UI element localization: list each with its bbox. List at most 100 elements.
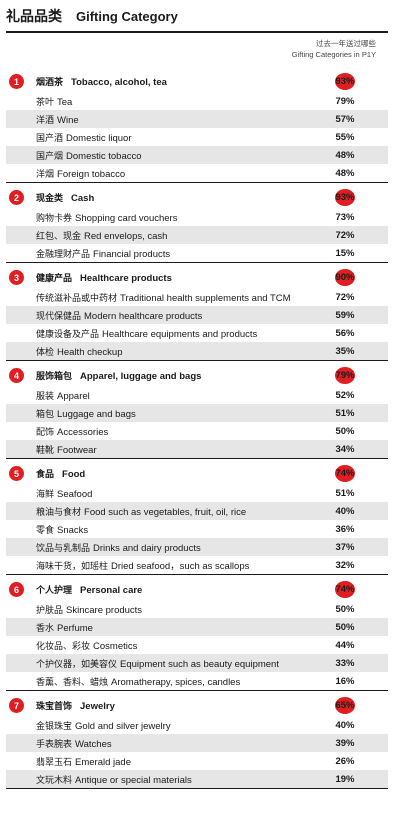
- category-header-row: 4 服饰箱包 Apparel, luggage and bags 79%: [6, 365, 388, 386]
- item-label: 洋酒 Wine: [36, 113, 79, 126]
- category-value: 93%: [335, 76, 355, 87]
- item-label-en: Drinks and dairy products: [93, 542, 201, 554]
- category-label: 健康产品 Healthcare products: [36, 271, 172, 284]
- item-label: 翡翠玉石 Emerald jade: [36, 755, 131, 768]
- category-number-badge: 6: [9, 582, 24, 597]
- item-value: 26%: [335, 755, 355, 767]
- item-label: 饮品与乳制品 Drinks and dairy products: [36, 541, 201, 554]
- item-label-en: Red envelops, cash: [84, 230, 168, 242]
- item-label: 国产烟 Domestic tobacco: [36, 149, 142, 162]
- category-label: 个人护理 Personal care: [36, 583, 142, 596]
- item-label-en: Healthcare equipments and products: [102, 328, 258, 340]
- item-row: 服装 Apparel 52%: [6, 386, 388, 404]
- item-value: 39%: [335, 737, 355, 749]
- category-value: 74%: [335, 468, 355, 479]
- title-chinese: 礼品品类: [6, 9, 62, 25]
- category-label-en: Healthcare products: [80, 273, 172, 284]
- item-label-zh: 健康设备及产品: [36, 329, 100, 340]
- item-label-en: Food such as vegetables, fruit, oil, ric…: [84, 506, 247, 518]
- item-row: 洋酒 Wine 57%: [6, 110, 388, 128]
- item-label-zh: 手表腕表: [36, 739, 73, 750]
- item-value: 37%: [335, 541, 355, 553]
- item-value: 35%: [335, 345, 355, 357]
- item-label: 手表腕表 Watches: [36, 737, 112, 750]
- item-label: 传统滋补品或中药材 Traditional health supplements …: [36, 291, 291, 304]
- item-label-en: Perfume: [57, 622, 93, 634]
- item-row: 现代保健品 Modern healthcare products 59%: [6, 306, 388, 324]
- item-value: 19%: [335, 773, 355, 785]
- item-value: 73%: [335, 211, 355, 223]
- category-number-badge: 7: [9, 698, 24, 713]
- item-label-zh: 个护仪器，如美容仪: [36, 659, 118, 670]
- item-label-zh: 金银珠宝: [36, 721, 73, 732]
- item-label-zh: 洋烟: [36, 169, 55, 180]
- item-row: 金融理财产品 Financial products 15%: [6, 244, 388, 262]
- category-group: 7 珠宝首饰 Jewelry 65% 金银珠宝 Gold and silver jewel…: [6, 695, 388, 789]
- category-header-row: 2 现金类 Cash 93%: [6, 187, 388, 208]
- item-label-en: Shopping card vouchers: [75, 212, 178, 224]
- category-label-zh: 食品: [36, 470, 55, 480]
- category-value: 90%: [335, 272, 355, 283]
- item-label-zh: 香薰、香料、蜡烛: [36, 677, 109, 688]
- category-header-row: 5 食品 Food 74%: [6, 463, 388, 484]
- item-label-zh: 文玩木料: [36, 775, 73, 786]
- item-label: 金融理财产品 Financial products: [36, 247, 170, 260]
- item-value: 32%: [335, 559, 355, 571]
- category-value-dot: [335, 465, 355, 482]
- item-value: 72%: [335, 229, 355, 241]
- item-row: 零食 Snacks 36%: [6, 520, 388, 538]
- item-value: 44%: [335, 639, 355, 651]
- item-row: 饮品与乳制品 Drinks and dairy products 37%: [6, 538, 388, 556]
- item-value: 40%: [335, 505, 355, 517]
- item-label: 香薰、香料、蜡烛 Aromatherapy, spices, candles: [36, 675, 240, 688]
- item-label: 健康设备及产品 Healthcare equipments and product…: [36, 327, 257, 340]
- item-row: 体检 Health checkup 35%: [6, 342, 388, 360]
- value-column-header-en: Gifting Categories in P1Y: [291, 50, 376, 59]
- item-label-zh: 化妆品、彩妆: [36, 641, 91, 652]
- item-label: 洋烟 Foreign tobacco: [36, 167, 125, 180]
- item-label-en: Wine: [57, 114, 79, 126]
- category-value: 93%: [335, 192, 355, 203]
- item-row: 海鲜 Seafood 51%: [6, 484, 388, 502]
- item-label-zh: 香水: [36, 623, 55, 634]
- item-label: 配饰 Accessories: [36, 425, 108, 438]
- item-label: 鞋靴 Footwear: [36, 443, 97, 456]
- item-label-en: Domestic liquor: [66, 132, 132, 144]
- item-label: 零食 Snacks: [36, 523, 88, 536]
- category-table: 1 烟酒茶 Tobacco, alcohol, tea 93% 茶叶 Tea 79% 洋酒 Wi…: [6, 71, 388, 789]
- item-label: 购物卡券 Shopping card vouchers: [36, 211, 177, 224]
- category-value-dot: [335, 269, 355, 286]
- item-label: 护肤品 Skincare products: [36, 603, 142, 616]
- category-label-en: Cash: [71, 193, 95, 204]
- item-value: 50%: [335, 621, 355, 633]
- item-value: 40%: [335, 719, 355, 731]
- item-label-zh: 零食: [36, 525, 55, 536]
- category-label-en: Jewelry: [80, 701, 115, 712]
- category-group: 1 烟酒茶 Tobacco, alcohol, tea 93% 茶叶 Tea 79% 洋酒 Wi…: [6, 71, 388, 183]
- item-label: 粮油与食材 Food such as vegetables, fruit, oil…: [36, 505, 246, 518]
- category-number-badge: 1: [9, 74, 24, 89]
- category-value: 79%: [335, 370, 355, 381]
- category-label: 珠宝首饰 Jewelry: [36, 699, 115, 712]
- category-number-badge: 5: [9, 466, 24, 481]
- item-value: 48%: [335, 149, 355, 161]
- category-label: 烟酒茶 Tobacco, alcohol, tea: [36, 75, 167, 88]
- item-label-en: Modern healthcare products: [84, 310, 203, 322]
- item-label-en: Luggage and bags: [57, 408, 136, 420]
- category-value-dot: [335, 581, 355, 598]
- category-group: 2 现金类 Cash 93% 购物卡券 Shopping card vouchers 73%…: [6, 187, 388, 263]
- item-label: 服装 Apparel: [36, 389, 90, 402]
- category-label: 现金类 Cash: [36, 191, 94, 204]
- item-value: 33%: [335, 657, 355, 669]
- item-label: 国产酒 Domestic liquor: [36, 131, 131, 144]
- category-value-dot: [335, 367, 355, 384]
- item-row: 健康设备及产品 Healthcare equipments and product…: [6, 324, 388, 342]
- top-divider: [6, 31, 388, 33]
- item-row: 红包、现金 Red envelops, cash 72%: [6, 226, 388, 244]
- item-label-zh: 茶叶: [36, 97, 55, 108]
- item-value: 51%: [335, 407, 355, 419]
- category-number-badge: 4: [9, 368, 24, 383]
- item-label-en: Skincare products: [66, 604, 143, 616]
- item-label-zh: 传统滋补品或中药材: [36, 293, 118, 304]
- category-value: 74%: [335, 584, 355, 595]
